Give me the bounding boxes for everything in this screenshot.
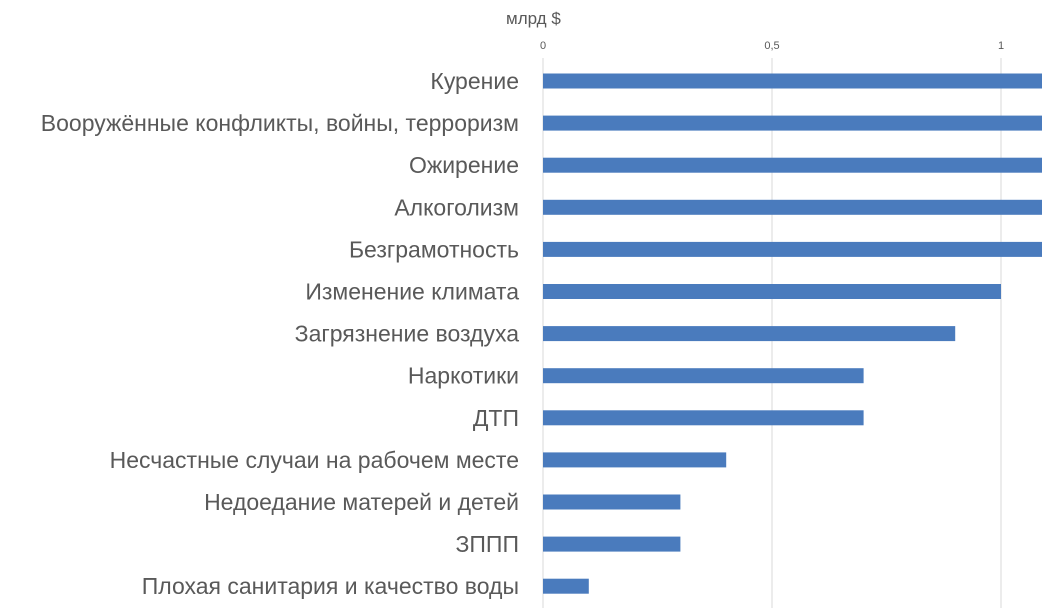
bars <box>543 73 1042 594</box>
bar <box>543 241 1042 257</box>
category-label: ЗППП <box>456 531 520 557</box>
bar <box>543 494 681 510</box>
category-label: Вооружённые конфликты, войны, терроризм <box>41 110 519 136</box>
category-label: Загрязнение воздуха <box>295 321 520 347</box>
category-label: Курение <box>430 68 519 94</box>
bar <box>543 326 956 342</box>
bar <box>543 73 1042 89</box>
x-tick-label: 0,5 <box>764 40 779 52</box>
axis-unit-label: млрд $ <box>506 9 561 28</box>
category-label: Недоедание матерей и детей <box>204 489 519 515</box>
category-label: Изменение климата <box>305 279 519 305</box>
category-label: Плохая санитария и качество воды <box>142 573 519 599</box>
bar <box>543 199 1042 215</box>
x-tick-label: 1 <box>998 40 1004 52</box>
bar <box>543 536 681 552</box>
category-label: Безграмотность <box>349 236 519 262</box>
bar <box>543 115 1042 131</box>
category-labels: Курение Вооружённые конфликты, войны, тер… <box>41 68 519 599</box>
category-label: ДТП <box>473 405 519 431</box>
bar <box>543 452 727 468</box>
category-label: Наркотики <box>408 363 519 389</box>
bar <box>543 157 1042 173</box>
category-label: Ожирение <box>409 152 519 178</box>
x-axis-ticks: 00,511,52 <box>540 40 1004 52</box>
bar <box>543 578 589 594</box>
category-label: Алкоголизм <box>394 194 519 220</box>
bar <box>543 368 864 384</box>
bar <box>543 284 1001 299</box>
x-tick-label: 0 <box>540 40 546 52</box>
bar <box>543 410 864 426</box>
category-label: Несчастные случаи на рабочем месте <box>110 447 519 473</box>
